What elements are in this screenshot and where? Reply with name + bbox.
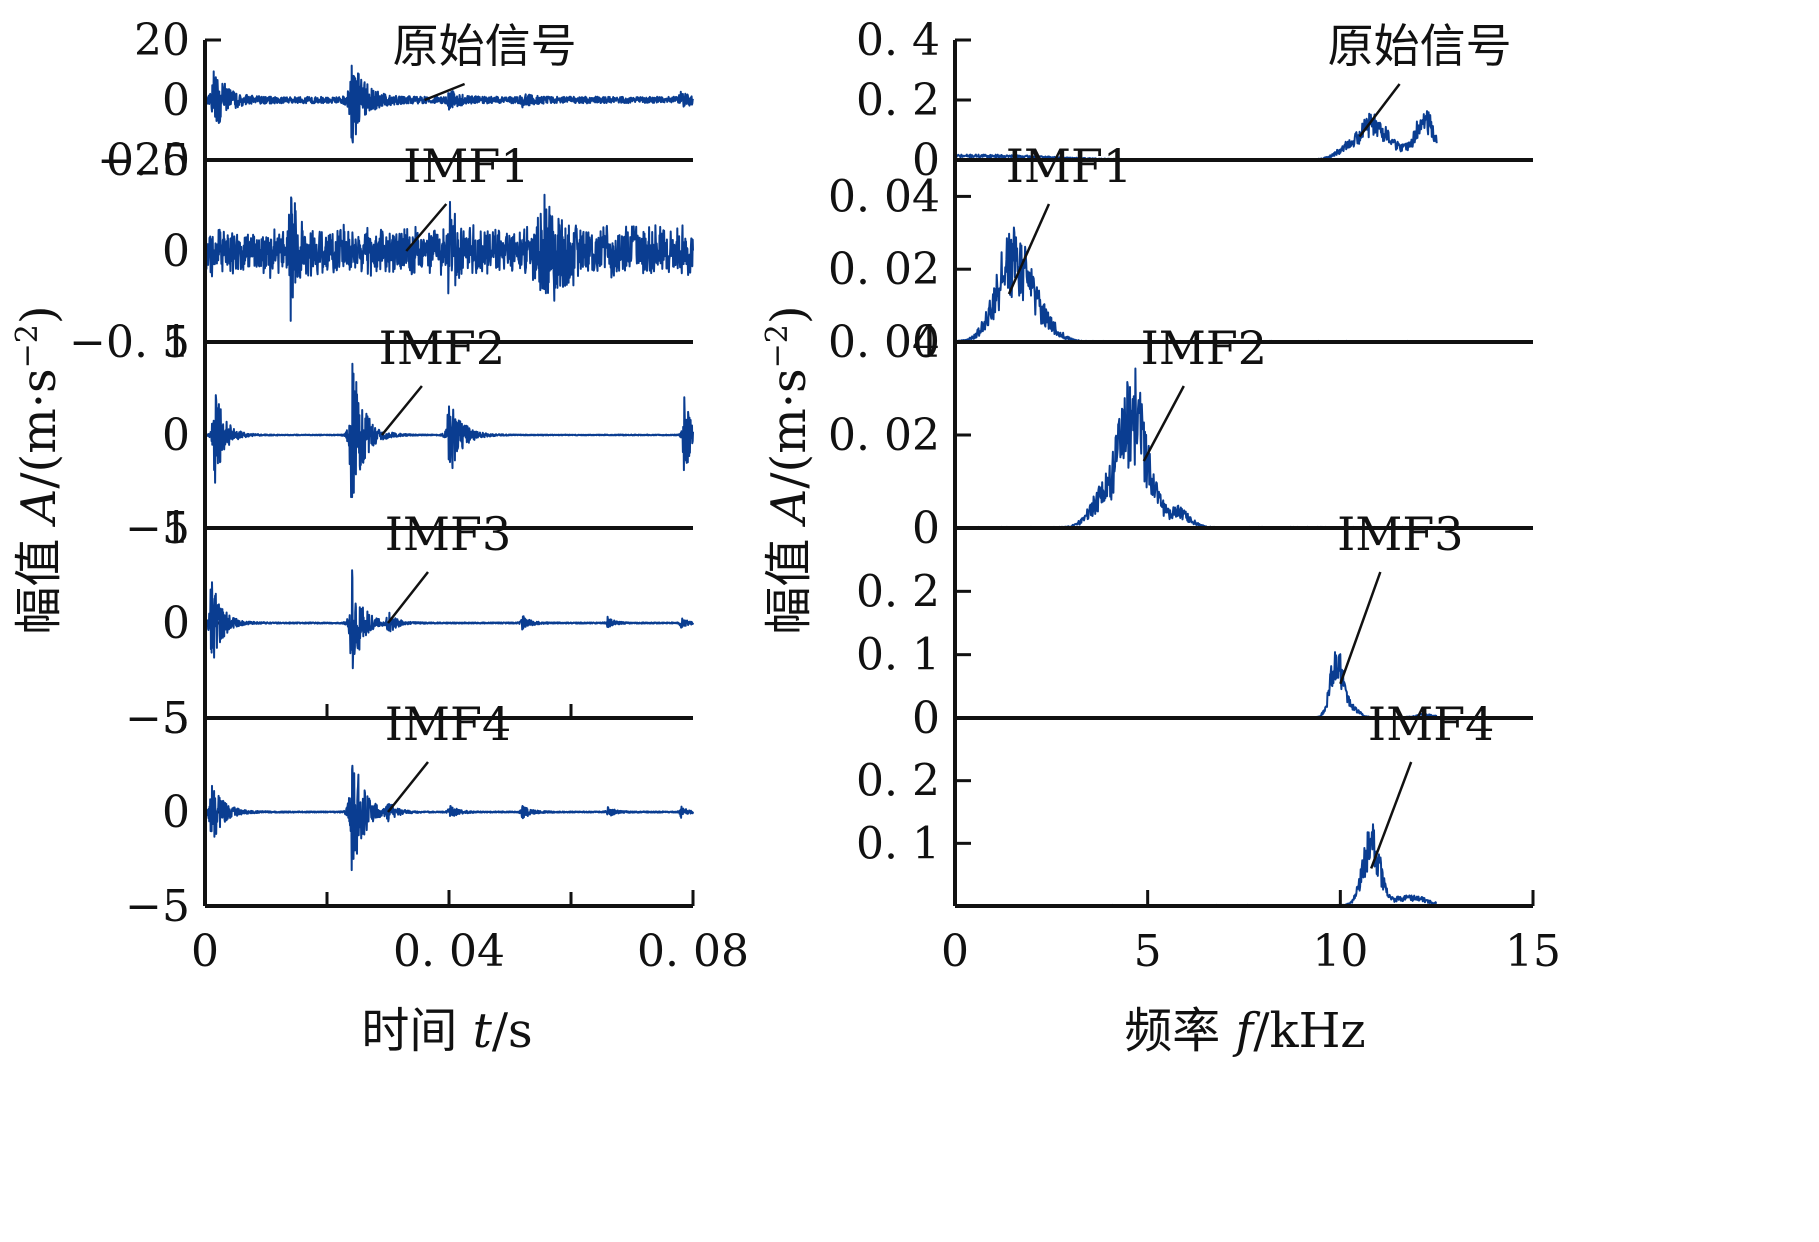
time-ytick-label: 0 bbox=[162, 410, 190, 461]
freq-y-axis-title-var: A bbox=[761, 489, 817, 528]
time-callout-leader bbox=[387, 761, 429, 813]
time-ytick-label: 5 bbox=[162, 693, 190, 744]
time-series-原始信号 bbox=[204, 64, 694, 144]
time-panel-label: IMF2 bbox=[379, 321, 505, 375]
freq-panel-IMF1: 0. 04 0. 02 0 IMF1 bbox=[828, 139, 1533, 368]
time-ytick-label: −5 bbox=[125, 881, 190, 932]
freq-y-axis-title: 幅值 A/(m·s−2) bbox=[760, 305, 817, 634]
time-x-axis-title-var: t bbox=[473, 1003, 493, 1059]
freq-ytick-label: 0 bbox=[912, 135, 940, 186]
freq-ytick-label: 0. 2 bbox=[856, 756, 940, 807]
time-panel-IMF3: 5 0 −5 IMF3 bbox=[125, 503, 694, 744]
time-callout-leader bbox=[405, 203, 448, 252]
freq-y-axis-title-exp: −2 bbox=[760, 324, 795, 368]
freq-callout-leader bbox=[1142, 385, 1185, 462]
freq-x-axis-title-unit: /kHz bbox=[1253, 1003, 1365, 1059]
freq-panel-IMF3: 0. 2 0. 1 0 IMF3 bbox=[856, 507, 1533, 744]
time-y-axis-title-exp: −2 bbox=[10, 324, 45, 368]
time-y-axis-title-text: 幅值 bbox=[11, 523, 67, 634]
time-panel-label: IMF3 bbox=[385, 507, 511, 561]
time-callout-leader bbox=[387, 571, 429, 624]
time-ytick-label: 5 bbox=[162, 503, 190, 554]
freq-xtick-label: 15 bbox=[1505, 926, 1561, 977]
time-panel-label: 原始信号 bbox=[393, 19, 577, 73]
time-x-axis-title-unit: /s bbox=[492, 1003, 533, 1059]
time-panel-IMF1: 0. 5 0 −0. 5 IMF1 bbox=[69, 135, 694, 368]
time-series-IMF1 bbox=[204, 193, 694, 322]
time-panel-IMF2: 1 0 −1 IMF2 bbox=[125, 317, 694, 554]
time-ytick-label: −1 bbox=[125, 503, 190, 554]
time-ytick-label: −20 bbox=[97, 135, 190, 186]
time-y-axis-title-var: A bbox=[11, 489, 67, 528]
time-xtick-label: 0. 08 bbox=[637, 926, 749, 977]
time-y-axis-title-close: ) bbox=[11, 305, 67, 324]
freq-panel-label: IMF2 bbox=[1141, 321, 1267, 375]
time-ytick-label: 0 bbox=[162, 75, 190, 126]
freq-ytick-label: 0. 2 bbox=[856, 75, 940, 126]
freq-callout-leader bbox=[1007, 203, 1051, 295]
time-ytick-label: −5 bbox=[125, 693, 190, 744]
freq-panel-label: 原始信号 bbox=[1328, 19, 1512, 73]
time-xtick-label: 0. 04 bbox=[393, 926, 505, 977]
time-ytick-label: 1 bbox=[162, 317, 190, 368]
freq-ytick-label: 0. 4 bbox=[856, 15, 940, 66]
freq-panel-label: IMF1 bbox=[1006, 139, 1132, 193]
time-xtick-label: 0 bbox=[191, 926, 219, 977]
freq-ytick-label: 0. 04 bbox=[828, 317, 940, 368]
freq-ytick-label: 0 bbox=[912, 317, 940, 368]
freq-y-axis-title-text: 幅值 bbox=[761, 523, 817, 634]
time-callout-leader bbox=[380, 385, 423, 436]
freq-panel-原始信号: 0. 4 0. 2 0 原始信号 bbox=[856, 15, 1533, 186]
freq-ytick-label: 0 bbox=[912, 693, 940, 744]
time-ytick-label: 0 bbox=[162, 787, 190, 838]
freq-ytick-label: 0. 04 bbox=[828, 171, 940, 222]
time-series-IMF3 bbox=[204, 569, 694, 670]
time-y-axis-title-unit: /(m·s bbox=[11, 368, 67, 488]
freq-ytick-label: 0. 02 bbox=[828, 410, 940, 461]
freq-xtick-label: 0 bbox=[941, 926, 969, 977]
time-ytick-label: 0 bbox=[162, 598, 190, 649]
time-panel-原始信号: 20 0 −20 原始信号 bbox=[97, 15, 694, 186]
time-x-axis-title: 时间 t/s bbox=[361, 1003, 532, 1059]
time-x-axis-title-text: 时间 bbox=[361, 1003, 472, 1059]
freq-series-IMF4 bbox=[954, 823, 1438, 907]
time-series-IMF4 bbox=[204, 764, 694, 872]
time-panel-label: IMF1 bbox=[403, 139, 529, 193]
freq-series-IMF2 bbox=[954, 367, 1438, 529]
freq-ytick-label: 0 bbox=[912, 503, 940, 554]
freq-callout-leader bbox=[1369, 761, 1413, 869]
time-panel-IMF4: 5 0 −5 IMF4 bbox=[125, 693, 694, 932]
time-panel-label: IMF4 bbox=[385, 697, 511, 751]
freq-panel-label: IMF3 bbox=[1337, 507, 1463, 561]
freq-panel-IMF4: 0. 2 0. 1 IMF4 bbox=[856, 697, 1533, 908]
freq-x-axis-title: 频率 f/kHz bbox=[1124, 1003, 1365, 1059]
time-ytick-label: 0. 5 bbox=[106, 135, 190, 186]
freq-ytick-label: 0. 02 bbox=[828, 244, 940, 295]
freq-ytick-label: 0. 1 bbox=[856, 818, 940, 869]
time-y-axis-title: 幅值 A/(m·s−2) bbox=[10, 305, 67, 634]
time-ytick-label: −0. 5 bbox=[69, 317, 190, 368]
time-series-IMF2 bbox=[204, 362, 694, 499]
freq-y-axis-title-unit: /(m·s bbox=[761, 368, 817, 488]
freq-xtick-label: 5 bbox=[1134, 926, 1162, 977]
time-ytick-label: 0 bbox=[162, 226, 190, 277]
frequency-spectrum-chart: 0. 4 0. 2 0 原始信号 0. 04 0. 02 0 IMF1 0. 04 0. 02 0 I… bbox=[760, 15, 1561, 1059]
freq-x-axis-title-text: 频率 bbox=[1124, 1003, 1235, 1059]
time-callout-leader bbox=[424, 82, 466, 102]
freq-callout-leader bbox=[1339, 571, 1382, 685]
freq-series-IMF3 bbox=[954, 651, 1438, 719]
freq-ytick-label: 0. 2 bbox=[856, 566, 940, 617]
freq-ytick-label: 0. 1 bbox=[856, 630, 940, 681]
time-ytick-label: 20 bbox=[134, 15, 190, 66]
freq-panel-label: IMF4 bbox=[1368, 697, 1494, 751]
freq-xtick-label: 10 bbox=[1312, 926, 1368, 977]
freq-panel-IMF2: 0. 04 0. 02 0 IMF2 bbox=[828, 317, 1533, 554]
freq-callout-leader bbox=[1358, 83, 1401, 138]
freq-y-axis-title-close: ) bbox=[761, 305, 817, 324]
